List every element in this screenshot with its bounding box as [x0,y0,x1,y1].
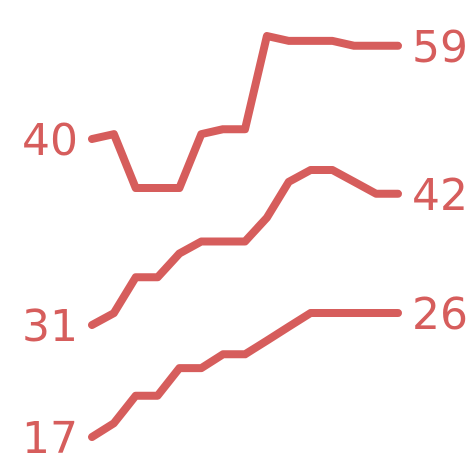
series-line-middle [88,166,402,329]
end-label-bottom: 26 [412,289,468,340]
start-label-middle: 31 [22,301,78,352]
series-line-top [88,32,402,192]
start-label-bottom: 17 [22,413,78,464]
end-label-top: 59 [412,22,468,73]
start-label-top: 40 [22,115,78,166]
series-line-bottom [88,309,402,441]
end-label-middle: 42 [412,170,468,221]
